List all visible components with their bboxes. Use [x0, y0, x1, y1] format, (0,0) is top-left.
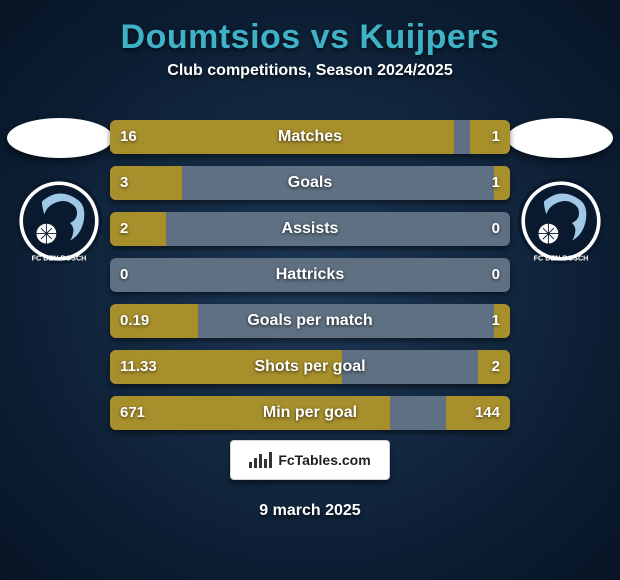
stat-label: Matches [110, 120, 510, 154]
stat-row: 161Matches [110, 120, 510, 154]
stat-label: Min per goal [110, 396, 510, 430]
date-text: 9 march 2025 [0, 502, 620, 520]
player-left-ellipse [7, 118, 113, 158]
club-badge-right: FC DEN BOSCH [516, 176, 606, 266]
stat-label: Hattricks [110, 258, 510, 292]
club-badge-left: FC DEN BOSCH [14, 176, 104, 266]
stat-row: 20Assists [110, 212, 510, 246]
stat-label: Assists [110, 212, 510, 246]
stat-row: 31Goals [110, 166, 510, 200]
stat-label: Goals per match [110, 304, 510, 338]
svg-text:FC DEN BOSCH: FC DEN BOSCH [534, 254, 589, 263]
page-subtitle: Club competitions, Season 2024/2025 [0, 62, 620, 80]
stat-row: 0.191Goals per match [110, 304, 510, 338]
stat-row: 00Hattricks [110, 258, 510, 292]
page-title: Doumtsios vs Kuijpers [0, 18, 620, 57]
stat-row: 11.332Shots per goal [110, 350, 510, 384]
svg-text:FC DEN BOSCH: FC DEN BOSCH [32, 254, 87, 263]
club-badge-right-icon: FC DEN BOSCH [516, 176, 606, 266]
stats-container: 161Matches 31Goals 20Assists 00Hattricks 0.1… [110, 120, 510, 442]
club-badge-left-icon: FC DEN BOSCH [14, 176, 104, 266]
brand-box: FcTables.com [230, 440, 390, 480]
player-right-ellipse [507, 118, 613, 158]
stat-row: 671144Min per goal [110, 396, 510, 430]
stat-label: Shots per goal [110, 350, 510, 384]
stat-label: Goals [110, 166, 510, 200]
brand-chart-icon [249, 452, 272, 468]
brand-text: FcTables.com [278, 452, 370, 468]
comparison-card: Doumtsios vs Kuijpers Club competitions,… [0, 0, 620, 580]
